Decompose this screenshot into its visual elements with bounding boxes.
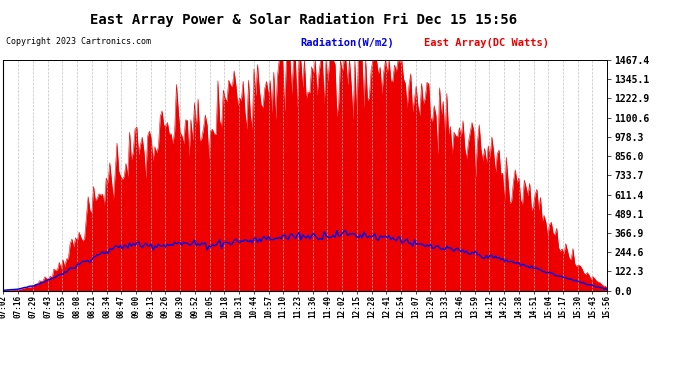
Text: Radiation(W/m2): Radiation(W/m2) bbox=[300, 38, 394, 48]
Text: East Array(DC Watts): East Array(DC Watts) bbox=[424, 38, 549, 48]
Text: Copyright 2023 Cartronics.com: Copyright 2023 Cartronics.com bbox=[6, 38, 150, 46]
Text: East Array Power & Solar Radiation Fri Dec 15 15:56: East Array Power & Solar Radiation Fri D… bbox=[90, 13, 518, 27]
